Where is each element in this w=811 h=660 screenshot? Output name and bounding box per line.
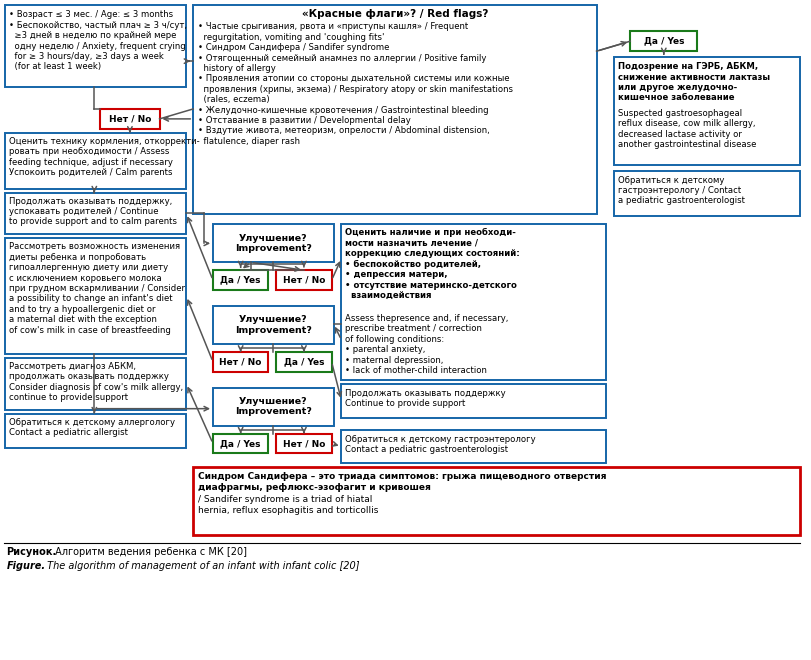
Text: Рисунок.: Рисунок. <box>6 547 57 557</box>
Bar <box>212 306 333 344</box>
Text: «Красные флаги»? / Red flags?: «Красные флаги»? / Red flags? <box>302 9 487 19</box>
Bar <box>276 434 331 453</box>
Bar <box>6 358 186 410</box>
Bar <box>341 224 606 380</box>
Text: Нет / No: Нет / No <box>109 114 151 123</box>
Bar <box>6 193 186 234</box>
Text: Нет / No: Нет / No <box>282 439 324 448</box>
Text: Да / Yes: Да / Yes <box>220 276 260 284</box>
Text: Продолжать оказывать поддержку
Continue to provide support: Продолжать оказывать поддержку Continue … <box>345 389 505 408</box>
Text: • Возраст ≤ 3 мес. / Age: ≤ 3 months
• Беспокойство, частый плач ≥ 3 ч/сут,
  ≥3: • Возраст ≤ 3 мес. / Age: ≤ 3 months • Б… <box>9 11 187 71</box>
Text: Улучшение?
Improvement?: Улучшение? Improvement? <box>234 234 311 253</box>
Text: Подозрение на ГЭРБ, АБКМ,
снижение активности лактазы
или другое желудочно-
кише: Подозрение на ГЭРБ, АБКМ, снижение актив… <box>617 62 770 102</box>
Bar <box>6 414 186 447</box>
Bar <box>212 224 333 262</box>
Text: Алгоритм ведения ребенка с МК [20]: Алгоритм ведения ребенка с МК [20] <box>52 547 247 557</box>
Bar <box>629 31 697 51</box>
Text: Обратиться к детскому гастроэнтерологу
Contact a pediatric gastroenterologist: Обратиться к детскому гастроэнтерологу C… <box>345 434 535 454</box>
Bar <box>212 270 268 290</box>
Bar <box>193 5 596 214</box>
Bar <box>276 352 331 372</box>
Text: Нет / No: Нет / No <box>282 276 324 284</box>
Bar <box>193 467 800 535</box>
Bar <box>100 109 160 129</box>
Text: Да / Yes: Да / Yes <box>283 357 324 366</box>
Text: Оценить технику кормления, откорректи-
ровать при необходимости / Assess
feeding: Оценить технику кормления, откорректи- р… <box>9 137 200 177</box>
Text: Assess thepresence and, if necessary,
prescribe treatment / correction
of follow: Assess thepresence and, if necessary, pr… <box>345 314 508 375</box>
Text: Обратиться к детскому аллергологу
Contact a pediatric allergist: Обратиться к детскому аллергологу Contac… <box>9 418 175 437</box>
Text: Улучшение?
Improvement?: Улучшение? Improvement? <box>234 397 311 416</box>
Text: The algorithm of management of an infant with infant colic [20]: The algorithm of management of an infant… <box>44 561 359 571</box>
Bar <box>6 133 186 189</box>
Text: Продолжать оказывать поддержку,
успокавать родителей / Continue
to provide suppo: Продолжать оказывать поддержку, успокава… <box>9 197 177 226</box>
Bar <box>212 388 333 426</box>
Text: / Sandifer syndrome is a triad of hiatal
hernia, reflux esophagitis and torticol: / Sandifer syndrome is a triad of hiatal… <box>198 495 378 515</box>
Text: Улучшение?
Improvement?: Улучшение? Improvement? <box>234 315 311 335</box>
Bar <box>212 352 268 372</box>
Text: Рассмотреть диагноз АБКМ,
продолжать оказывать поддержку
Consider diagnosis of c: Рассмотреть диагноз АБКМ, продолжать ока… <box>9 362 183 402</box>
Text: Нет / No: Нет / No <box>219 357 261 366</box>
Bar <box>6 238 186 354</box>
Text: Да / Yes: Да / Yes <box>643 37 683 46</box>
Bar <box>341 383 606 418</box>
Bar <box>614 171 800 216</box>
Text: Рассмотреть возможность изменения
диеты ребенка и попробовать
гипоаллергенную ди: Рассмотреть возможность изменения диеты … <box>9 242 185 335</box>
Text: Figure.: Figure. <box>6 561 45 571</box>
Text: Suspected gastroesophageal
reflux disease, cow milk allergy,
decreased lactase a: Suspected gastroesophageal reflux diseas… <box>617 109 756 149</box>
Text: Обратиться к детскому
гастроэнтерологу / Contact
a pediatric gastroenterologist: Обратиться к детскому гастроэнтерологу /… <box>617 176 744 205</box>
Bar <box>276 270 331 290</box>
Bar <box>614 57 800 165</box>
Text: Да / Yes: Да / Yes <box>220 439 260 448</box>
Bar <box>341 430 606 463</box>
Bar <box>212 434 268 453</box>
Text: Оценить наличие и при необходи-
мости назначить лечение /
коррекцию следующих со: Оценить наличие и при необходи- мости на… <box>345 228 520 300</box>
Text: Синдром Сандифера – это триада симптомов: грыжа пищеводного отверстия
диафрагмы,: Синдром Сандифера – это триада симптомов… <box>198 473 606 492</box>
Text: • Частые срыгивания, рвота и «приступы кашля» / Frequent
  regurgitation, vomiti: • Частые срыгивания, рвота и «приступы к… <box>198 22 513 146</box>
Bar <box>6 5 186 87</box>
